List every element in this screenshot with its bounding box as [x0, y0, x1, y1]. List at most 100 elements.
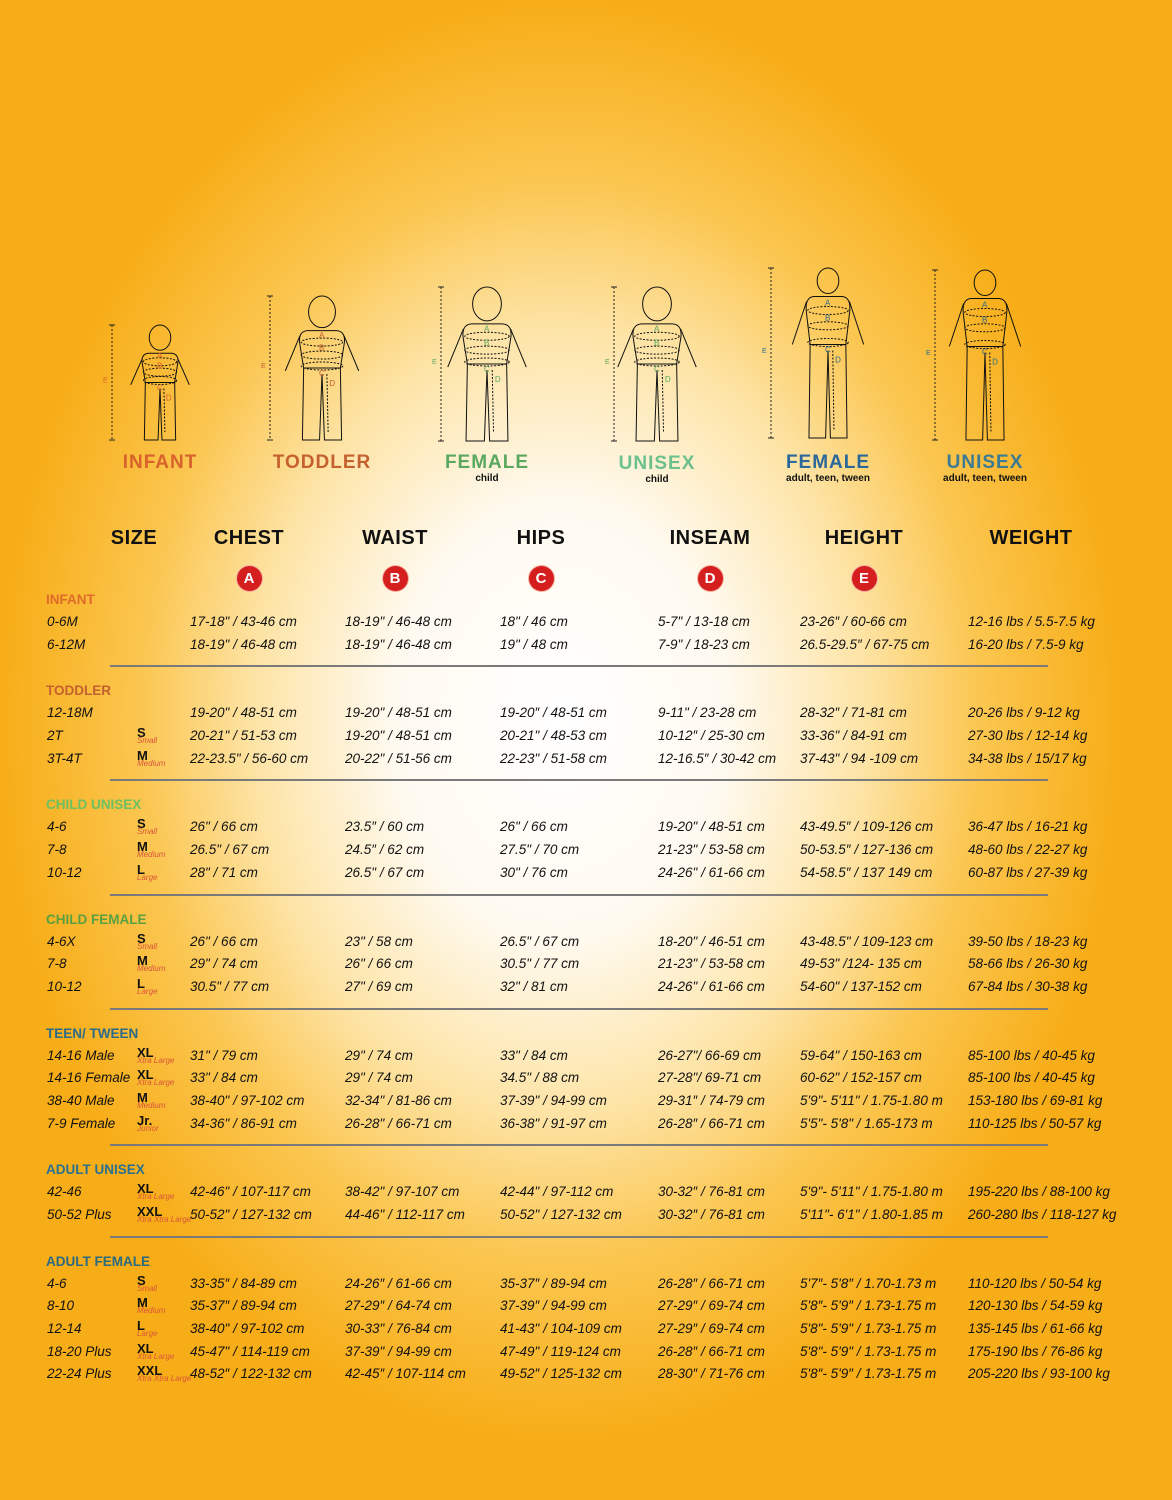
measure-ring-waist [964, 323, 1006, 333]
section-title: ADULT FEMALE [46, 1253, 150, 1269]
cell-chest: 26.5" / 67 cm [190, 842, 270, 858]
letter-e: E [261, 363, 266, 370]
measure-ring-chest [807, 306, 849, 315]
figure-toddler: E AB CD [261, 295, 360, 441]
cell-inseam: 10-12″ / 25-30 cm [658, 728, 765, 744]
section-divider [110, 893, 1048, 896]
cell-weight: 16-20 lbs / 7.5-9 kg [968, 636, 1084, 652]
cell-waist: 29" / 74 cm [345, 1070, 413, 1086]
measure-ring-hips [142, 376, 178, 385]
size-code-name: Medium [137, 850, 166, 860]
cell-height: 26.5-29.5″ / 67-75 cm [800, 636, 930, 652]
cell-size: 3T-4T [47, 750, 82, 766]
cell-size: 6-12M [47, 636, 86, 652]
section-divider [110, 779, 1048, 782]
section-adult-unisex: ADULT UNISEX 42-46 42-46" / 107-117 cm 38-4… [0, 1158, 1172, 1226]
size-code: M [137, 747, 148, 763]
arm-outline [447, 328, 464, 368]
cell-height: 54-60" / 137-152 cm [800, 978, 922, 994]
cell-waist: 26" / 66 cm [345, 956, 413, 972]
cell-height: 5'8"- 5'9" / 1.73-1.75 m [800, 1321, 937, 1337]
cell-chest: 19-20" / 48-51 cm [190, 705, 297, 721]
section-title: INFANT [46, 592, 95, 607]
cell-height: 49-53" /124- 135 cm [800, 956, 922, 972]
cell-height: 28-32″ / 71-81 cm [800, 705, 907, 721]
cell-size: 7-8 [47, 956, 67, 972]
size-code-name: Xtra Xtra Large [137, 1215, 192, 1224]
inseam-line [326, 373, 329, 433]
cell-weight: 120-130 lbs / 54-59 kg [968, 1298, 1103, 1314]
column-header-weight: WEIGHT [989, 527, 1073, 549]
column-header-waist: WAIST [362, 527, 428, 549]
column-header-size: SIZE [110, 527, 158, 549]
inseam-line [832, 350, 835, 431]
table-row: 7-9 Female 34-36" / 86-91 cm 26-28" / 66-7… [0, 1113, 1172, 1136]
measure-ring-hips [634, 357, 680, 367]
table-row: 0-6M 17-18" / 43-46 cm 18-19" / 46-48 cm 18… [0, 611, 1172, 634]
measure-ring-chest [634, 331, 680, 341]
cell-waist: 20-22" / 51-56 cm [345, 750, 452, 766]
section-child-unisex: CHILD UNISEX 4-6 26" / 66 cm 23.5″ / 60 cm… [0, 793, 1172, 884]
cell-height: 5'8″- 5'9″ / 1.73-1.75 m [800, 1366, 937, 1382]
inseam-line [989, 352, 992, 433]
letter-waist: B [654, 339, 659, 348]
arm-outline [948, 303, 965, 347]
cell-hips: 26" / 66 cm [500, 819, 568, 835]
figure-label: TODDLER [272, 452, 372, 473]
cell-chest: 48-52″ / 122-132 cm [190, 1366, 312, 1382]
cell-waist: 26-28" / 66-71 cm [345, 1115, 452, 1131]
cell-size: 18-20 Plus [47, 1343, 112, 1359]
head-outline [148, 324, 172, 351]
cell-inseam: 12-16.5″ / 30-42 cm [658, 750, 777, 766]
cell-weight: 58-66 lbs / 26-30 kg [968, 956, 1088, 972]
cell-waist: 30-33" / 76-84 cm [345, 1321, 452, 1337]
cell-height: 37-43" / 94 -109 cm [800, 750, 919, 766]
arm-outline [177, 358, 190, 386]
size-code-name: Small [137, 941, 158, 951]
section-teen-tween: TEEN/ TWEEN 14-16 Male 31" / 79 cm 29" / 7… [0, 1022, 1172, 1136]
cell-hips: 22-23" / 51-58 cm [500, 750, 607, 766]
legs-outline [808, 344, 848, 439]
cell-inseam: 18-20" / 46-51 cm [658, 933, 765, 949]
section-adult-female: ADULT FEMALE 4-6 33-35″ / 84-89 cm 24-26″ /… [0, 1250, 1172, 1386]
arm-outline [1005, 303, 1022, 347]
cell-waist: 23" / 58 cm [345, 933, 413, 949]
head-outline [308, 295, 336, 329]
letter-inseam: D [992, 358, 998, 367]
cell-inseam: 26-28″ / 66-71 cm [658, 1275, 765, 1291]
cell-inseam: 19-20" / 48-51 cm [658, 819, 765, 835]
cell-chest: 20-21" / 51-53 cm [190, 728, 297, 744]
column-header-inseam: INSEAM [669, 527, 751, 549]
cell-inseam: 24-26" / 61-66 cm [658, 978, 765, 994]
measure-ring-chest [142, 357, 178, 367]
letter-e: E [605, 359, 610, 366]
cell-inseam: 9-11" / 23-28 cm [658, 705, 757, 721]
size-code: M [137, 1295, 148, 1311]
cell-weight: 85-100 lbs / 40-45 kg [968, 1047, 1095, 1063]
figure-sublabel: child [645, 474, 669, 485]
cell-size: 38-40 Male [47, 1092, 115, 1108]
table-row: 4-6 26" / 66 cm 23.5″ / 60 cm 26" / 66 cm… [0, 816, 1172, 839]
figure-girl: E AB CD [432, 286, 527, 442]
arm-outline [130, 358, 143, 386]
cell-waist: 37-39" / 94-99 cm [345, 1343, 452, 1359]
cell-weight: 12-16 lbs / 5.5-7.5 kg [968, 614, 1095, 629]
cell-height: 5'5"- 5'8" / 1.65-173 m [800, 1115, 933, 1131]
table-row: 8-10 35-37″ / 89-94 cm 27-29″ / 64-74 cm 37… [0, 1295, 1172, 1318]
size-code-name: Medium [137, 758, 166, 768]
size-code-name: Xtra Large [137, 1351, 175, 1361]
section-divider [110, 1144, 1048, 1147]
letter-hips: C [157, 384, 163, 393]
cell-size: 10-12 [47, 864, 82, 880]
figure-label: UNISEX [618, 453, 696, 474]
cell-chest: 33" / 84 cm [190, 1070, 258, 1086]
cell-size: 7-8 [47, 842, 67, 858]
size-code: S [137, 1272, 146, 1288]
section-toddler: TODDLER 12-18M 19-20" / 48-51 cm 19-20" / 4… [0, 679, 1172, 770]
size-code-name: Large [137, 986, 158, 996]
cell-inseam: 28-30″ / 71-76 cm [658, 1366, 765, 1382]
cell-inseam: 5-7" / 13-18 cm [658, 614, 750, 629]
cell-height: 33-36" / 84-91 cm [800, 728, 907, 744]
cell-chest: 50-52" / 127-132 cm [190, 1207, 312, 1222]
inseam-line [661, 369, 665, 434]
